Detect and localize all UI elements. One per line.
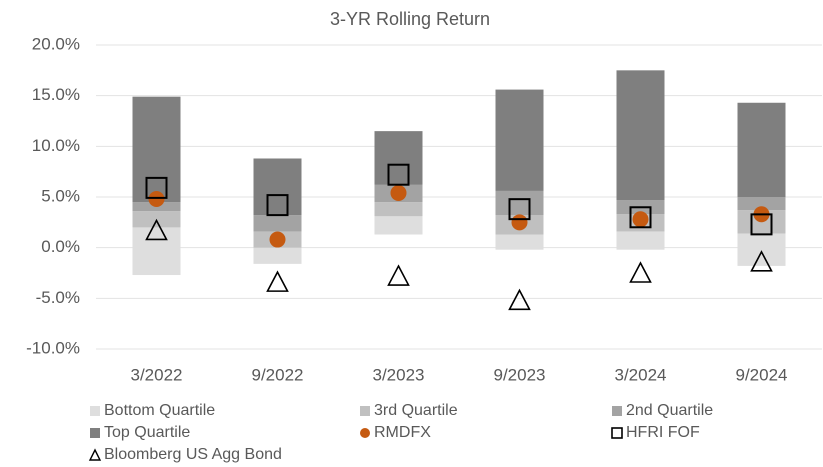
bar-segment	[374, 216, 423, 235]
bar-segment	[616, 70, 665, 201]
bar-segment	[616, 231, 665, 250]
marker	[148, 191, 165, 208]
legend-swatch	[360, 406, 370, 416]
y-tick-label: 5.0%	[41, 186, 80, 205]
legend-label: Top Quartile	[104, 424, 190, 441]
marker	[390, 184, 407, 201]
bar-segment	[253, 158, 302, 216]
bar-segment	[737, 102, 786, 197]
x-tick-label: 9/2023	[494, 365, 546, 384]
legend-label: Bloomberg US Agg Bond	[104, 446, 282, 463]
marker	[269, 231, 286, 248]
legend-label: RMDFX	[374, 424, 431, 441]
marker	[511, 214, 528, 231]
legend-label: Bottom Quartile	[104, 402, 215, 419]
legend-swatch	[88, 448, 102, 461]
y-tick-label: 0.0%	[41, 237, 80, 256]
bar-segment	[495, 234, 544, 250]
y-tick-label: -5.0%	[36, 288, 80, 307]
marker	[508, 198, 531, 221]
bar-segment	[495, 190, 544, 216]
marker	[508, 288, 531, 311]
marker	[387, 264, 410, 286]
marker	[750, 250, 773, 272]
bar-segment	[132, 96, 181, 203]
y-tick-label: 10.0%	[32, 136, 80, 155]
bar-segment	[132, 227, 181, 276]
bar-segment	[374, 202, 423, 217]
legend-swatch	[611, 427, 623, 439]
marker	[629, 206, 652, 229]
chart-title: 3-YR Rolling Return	[330, 9, 490, 29]
y-tick-label: -10.0%	[26, 338, 80, 357]
legend-label: 2nd Quartile	[626, 402, 713, 419]
marker	[145, 218, 168, 241]
bar-segment	[737, 233, 786, 266]
y-tick-label: 20.0%	[32, 34, 80, 53]
y-tick-label: 15.0%	[32, 85, 80, 104]
x-tick-label: 9/2022	[252, 365, 304, 384]
marker	[387, 163, 410, 186]
legend-label: 3rd Quartile	[374, 402, 458, 419]
legend-swatch	[90, 406, 100, 416]
legend-swatch	[612, 406, 622, 416]
legend-swatch	[360, 428, 370, 438]
bar-segment	[737, 197, 786, 211]
x-tick-label: 3/2024	[615, 365, 667, 384]
bar-segment	[495, 89, 544, 191]
marker	[266, 194, 289, 217]
marker	[629, 261, 652, 283]
marker	[266, 270, 289, 292]
x-tick-label: 3/2022	[131, 365, 183, 384]
bar-segment	[374, 131, 423, 185]
x-tick-label: 9/2024	[736, 365, 788, 384]
marker	[632, 211, 649, 228]
bar-segment	[253, 247, 302, 264]
x-tick-label: 3/2023	[373, 365, 425, 384]
legend-swatch	[90, 428, 100, 438]
marker	[750, 213, 773, 236]
bar-segment	[253, 215, 302, 232]
marker	[145, 176, 168, 199]
legend-label: HFRI FOF	[626, 424, 700, 441]
